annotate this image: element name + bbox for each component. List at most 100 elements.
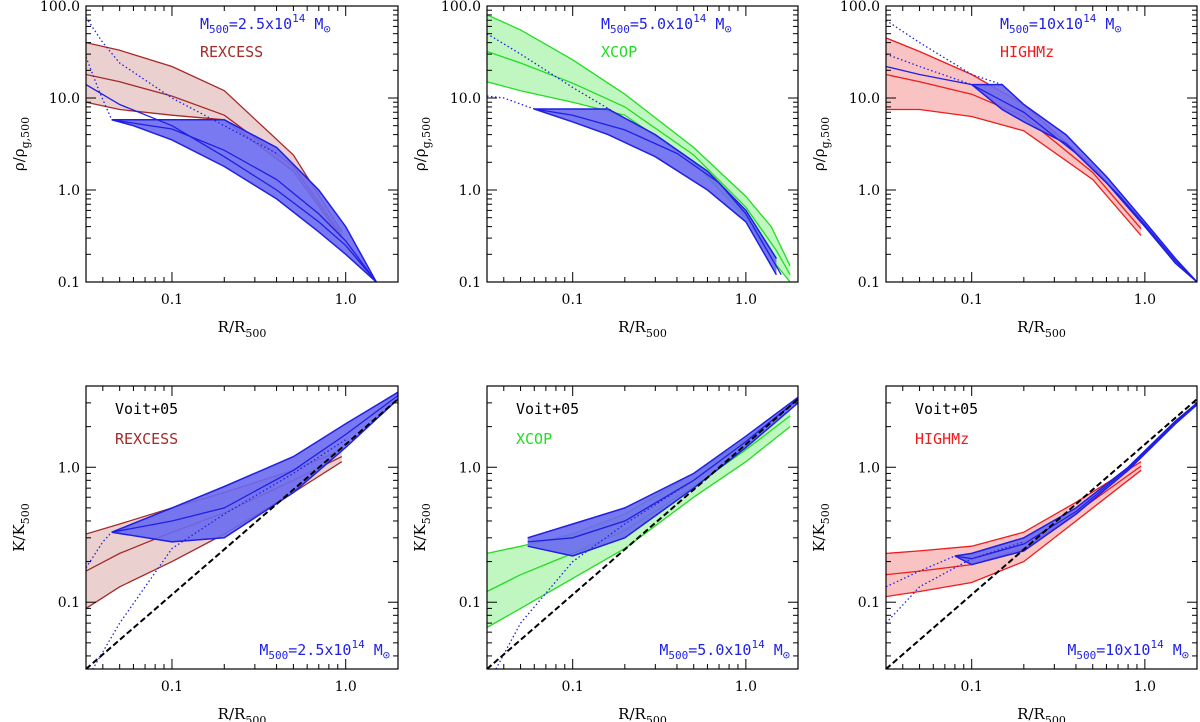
model-band <box>534 109 777 275</box>
model-dotted-curve <box>886 19 1003 86</box>
model-band-lower <box>111 119 377 282</box>
y-tick-label: 0.1 <box>459 275 481 291</box>
model-band-upper <box>111 391 398 533</box>
x-axis-label: R/R500 <box>1017 318 1066 340</box>
x-tick-label: 1.0 <box>735 292 757 308</box>
model-dotted-curve <box>886 53 972 86</box>
model-curve <box>86 84 377 282</box>
x-tick-label: 0.1 <box>562 292 584 308</box>
mass-label: M500=2.5x1014 M⊙ <box>259 638 390 662</box>
panel-entropy-highmz: 0.1 1.0 0.1 1.0 R/R500 K/K500 Voit+05 HIGHMz M50… <box>810 385 1198 722</box>
model-band <box>111 119 377 282</box>
x-tick-label: 0.1 <box>961 679 983 695</box>
panel-density-rexcess: 0.1 1.0 0.1 1.0 10.0 100.0 R/R500 ρ/ρg,500 M500=… <box>10 0 399 340</box>
x-axis-label: R/R500 <box>618 705 667 722</box>
plot-area <box>487 14 791 282</box>
voit-legend: Voit+05 <box>516 400 579 418</box>
x-tick-label: 0.1 <box>961 292 983 308</box>
y-tick-label: 0.1 <box>858 595 880 611</box>
mass-label: M500=5.0x1014 M⊙ <box>601 12 732 36</box>
model-band-lower <box>954 404 1197 566</box>
x-tick-label: 0.1 <box>161 679 183 695</box>
y-tick-label: 100.0 <box>840 0 880 15</box>
y-axis-label: ρ/ρg,500 <box>10 117 32 171</box>
model-band <box>111 392 398 542</box>
panel-density-xcop: 0.1 1.0 0.1 1.0 10.0 100.0 R/R500 ρ/ρg,500 M500=… <box>411 0 799 340</box>
axes-frame <box>885 385 1198 670</box>
panel-density-highmz: 0.1 1.0 0.1 1.0 10.0 100.0 R/R500 ρ/ρg,500 M500=… <box>810 0 1198 340</box>
axes-frame <box>486 5 799 283</box>
y-tick-label: 1.0 <box>858 183 880 199</box>
y-tick-label: 10.0 <box>450 91 481 107</box>
x-tick-label: 1.0 <box>1134 679 1156 695</box>
model-curve <box>954 403 1197 560</box>
voit-reference-line <box>86 398 398 669</box>
model-band-lower <box>534 108 778 276</box>
model-band-upper <box>971 83 1197 282</box>
x-tick-label: 1.0 <box>735 679 757 695</box>
model-band-lower <box>111 398 398 543</box>
sample-legend: HIGHMz <box>915 430 969 448</box>
model-curve <box>886 65 1197 282</box>
voit-legend: Voit+05 <box>115 400 178 418</box>
y-tick-label: 10.0 <box>49 91 80 107</box>
x-tick-label: 1.0 <box>335 292 357 308</box>
model-band-upper <box>111 119 377 282</box>
x-tick-label: 1.0 <box>335 679 357 695</box>
mass-label: M500=2.5x1014 M⊙ <box>200 12 331 36</box>
x-tick-label: 0.1 <box>562 679 584 695</box>
axes-frame <box>486 385 799 670</box>
mass-label: M500=5.0x1014 M⊙ <box>659 638 790 662</box>
y-axis-label: ρ/ρg,500 <box>810 117 832 171</box>
y-axis-label: K/K500 <box>10 503 32 551</box>
y-tick-label: 0.1 <box>459 595 481 611</box>
sample-legend: XCOP <box>601 43 637 61</box>
voit-reference-line <box>487 398 798 669</box>
y-tick-label: 1.0 <box>58 460 80 476</box>
mass-label: M500=10x1014 M⊙ <box>1000 12 1122 36</box>
sample-band <box>886 37 1141 236</box>
x-tick-label: 1.0 <box>1134 292 1156 308</box>
sample-band <box>886 461 1141 597</box>
model-band <box>527 397 798 556</box>
model-dotted-curve <box>86 56 113 121</box>
voit-reference-line <box>886 398 1197 669</box>
y-tick-label: 1.0 <box>58 183 80 199</box>
y-tick-label: 100.0 <box>40 0 80 15</box>
y-tick-label: 0.1 <box>58 275 80 291</box>
sample-legend: REXCESS <box>115 430 178 448</box>
sample-legend: HIGHMz <box>1000 43 1054 61</box>
y-tick-label: 0.1 <box>58 595 80 611</box>
panel-entropy-rexcess: 0.1 1.0 0.1 1.0 R/R500 K/K500 Voit+05 REXCESS M5… <box>10 385 399 722</box>
sample-band-upper <box>487 14 791 267</box>
sample-band <box>487 14 791 282</box>
model-dotted-curve <box>886 541 1024 624</box>
model-band-upper <box>954 402 1197 557</box>
y-tick-label: 100.0 <box>441 0 481 15</box>
x-tick-label: 0.1 <box>161 292 183 308</box>
plot-area <box>487 396 798 669</box>
sample-band <box>86 42 342 239</box>
y-tick-label: 0.1 <box>858 275 880 291</box>
model-dotted-curve <box>86 17 277 154</box>
x-axis-label: R/R500 <box>218 318 267 340</box>
y-axis-label: K/K500 <box>810 503 832 551</box>
model-dotted-curve <box>487 95 535 110</box>
sample-band-upper <box>86 41 343 233</box>
sample-median <box>487 50 791 276</box>
axes-frame <box>885 5 1198 283</box>
axes-frame <box>85 385 399 670</box>
plot-area <box>86 391 398 669</box>
x-axis-label: R/R500 <box>1017 705 1066 722</box>
x-axis-label: R/R500 <box>218 705 267 722</box>
x-axis-label: R/R500 <box>618 318 667 340</box>
plot-area <box>886 398 1197 669</box>
model-band-upper <box>527 396 798 539</box>
model-band-upper <box>534 108 778 259</box>
sample-legend: XCOP <box>516 430 552 448</box>
model-band-lower <box>527 402 798 557</box>
y-tick-label: 1.0 <box>858 460 880 476</box>
model-curve <box>111 394 398 533</box>
sample-band-lower <box>886 108 1142 236</box>
